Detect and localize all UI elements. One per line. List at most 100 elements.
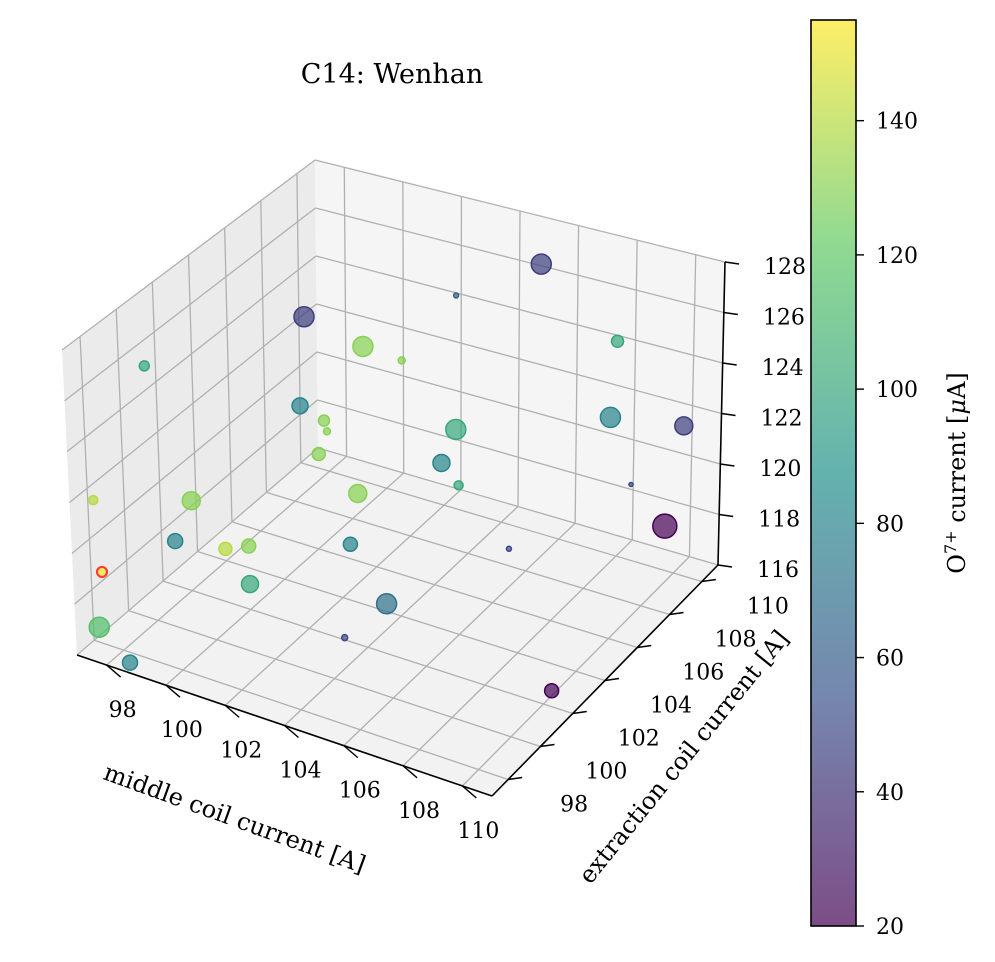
colorbar-label: O7+ current [μA] (941, 372, 971, 573)
data-point-15 (432, 453, 451, 473)
x-tick-mark-1 (165, 684, 181, 698)
data-point-32 (543, 683, 560, 699)
x-tick-mark-6 (461, 785, 477, 799)
data-point-18 (348, 483, 368, 504)
grid-line-z-back-6 (314, 159, 726, 263)
y-tick-label-5: 108 (715, 628, 757, 653)
colorbar-tick-label-3: 80 (876, 512, 904, 537)
x-tick-mark-5 (402, 765, 418, 779)
grid-line-z-left-4 (66, 255, 317, 453)
grid-line-y-floor-1 (128, 610, 541, 748)
data-point-1 (138, 360, 151, 372)
y-tick-mark-1 (540, 743, 555, 748)
data-point-19 (240, 538, 257, 554)
z-tick-mark-1 (719, 513, 734, 518)
y-tick-mark-4 (637, 644, 652, 649)
data-point-30 (121, 654, 139, 671)
back-pane (315, 160, 725, 565)
x-tick-label-0: 98 (109, 698, 137, 723)
z-tick-mark-2 (720, 463, 735, 467)
x-tick-labels: 98 100 102 104 106 108 110 (109, 698, 500, 844)
colorbar-label-rest: current [ (943, 415, 971, 531)
data-point-21 (453, 480, 464, 491)
colorbar-label-sup: 7+ (941, 530, 960, 554)
data-point-20 (218, 541, 233, 557)
grid-line-z-back-4 (315, 255, 723, 364)
data-point-24 (240, 574, 260, 594)
y-tick-mark-6 (701, 578, 716, 583)
grid-lines (61, 159, 726, 787)
data-points (88, 253, 694, 699)
z-tick-mark-5 (723, 311, 738, 316)
data-point-13 (181, 490, 202, 511)
data-point-2 (452, 292, 460, 299)
data-point-11 (445, 418, 467, 441)
y-tick-label-2: 102 (618, 727, 660, 752)
x-tick-label-2: 102 (220, 738, 262, 763)
colorbar-tick-label-0: 20 (876, 915, 904, 940)
colorbar-ticks: 20 40 60 80 100 120 140 (856, 110, 918, 940)
z-tick-label-2: 120 (759, 457, 801, 482)
z-tick-label-4: 124 (762, 356, 804, 381)
grid-line-y-floor-5 (266, 491, 670, 616)
x-axis-label: middle coil current [A] (100, 758, 369, 879)
y-tick-mark-3 (604, 677, 620, 682)
z-tick-label-3: 122 (761, 407, 803, 432)
data-point-0 (293, 305, 315, 328)
data-point-28 (505, 545, 513, 553)
z-tick-label-5: 126 (763, 306, 805, 331)
y-tick-mark-5 (669, 611, 684, 616)
grid-line-z-back-2 (316, 351, 721, 465)
colorbar-label-mu: μ (943, 399, 971, 415)
data-point-22 (95, 565, 109, 579)
y-tick-label-1: 100 (585, 760, 627, 785)
z-tick-label-1: 118 (758, 508, 800, 533)
data-point-27 (628, 481, 634, 488)
x-tick-mark-2 (224, 704, 240, 718)
grid-line-y-floor-2 (162, 580, 573, 715)
z-tick-mark-4 (722, 362, 737, 366)
data-point-9 (322, 427, 332, 436)
x-tick-label-6: 110 (457, 819, 499, 844)
grid-line-z-back-1 (317, 399, 720, 516)
z-tick-labels: 116 118 120 122 124 126 128 (757, 255, 806, 583)
colorbar-label-unit: A] (943, 372, 971, 400)
y-tick-label-6: 110 (747, 595, 789, 620)
x-tick-mark-3 (284, 724, 299, 739)
y-tick-mark-2 (572, 710, 587, 715)
z-tick-mark-3 (721, 412, 736, 417)
data-point-23 (342, 536, 359, 553)
data-point-4 (352, 335, 374, 358)
data-point-10 (88, 494, 99, 506)
colorbar-tick-label-1: 40 (876, 781, 904, 806)
z-tick-mark-0 (717, 564, 733, 568)
data-point-8 (317, 414, 331, 427)
y-tick-label-4: 106 (682, 661, 724, 686)
grid-line-y-floor-6 (300, 462, 703, 583)
colorbar-tick-label-4: 100 (876, 378, 918, 403)
data-point-3 (530, 253, 553, 275)
grid-line-z-back-3 (316, 303, 722, 415)
x-tick-label-4: 106 (339, 779, 381, 804)
data-point-29 (652, 513, 678, 539)
data-point-12 (311, 446, 327, 462)
x-tick-label-1: 100 (161, 718, 203, 743)
grid-line-y-floor-4 (231, 521, 638, 649)
colorbar-tick-label-5: 120 (876, 244, 918, 269)
grid-line-z-left-5 (64, 207, 316, 402)
x-tick-label-3: 104 (280, 759, 322, 784)
colorbar-tick-label-2: 60 (876, 647, 904, 672)
grid-line-z-left-3 (69, 303, 317, 504)
grid-line-z-left-6 (61, 159, 316, 351)
data-point-5 (397, 356, 406, 365)
grid-line-z-left-2 (71, 351, 318, 554)
x-tick-mark-4 (343, 745, 359, 759)
data-point-17 (674, 416, 694, 436)
colorbar (810, 19, 857, 927)
grid-line-y-floor-3 (197, 550, 606, 682)
y-tick-mark-0 (508, 776, 523, 781)
data-point-26 (375, 593, 398, 615)
y-tick-labels: 98 100 102 104 106 108 110 (560, 595, 789, 818)
